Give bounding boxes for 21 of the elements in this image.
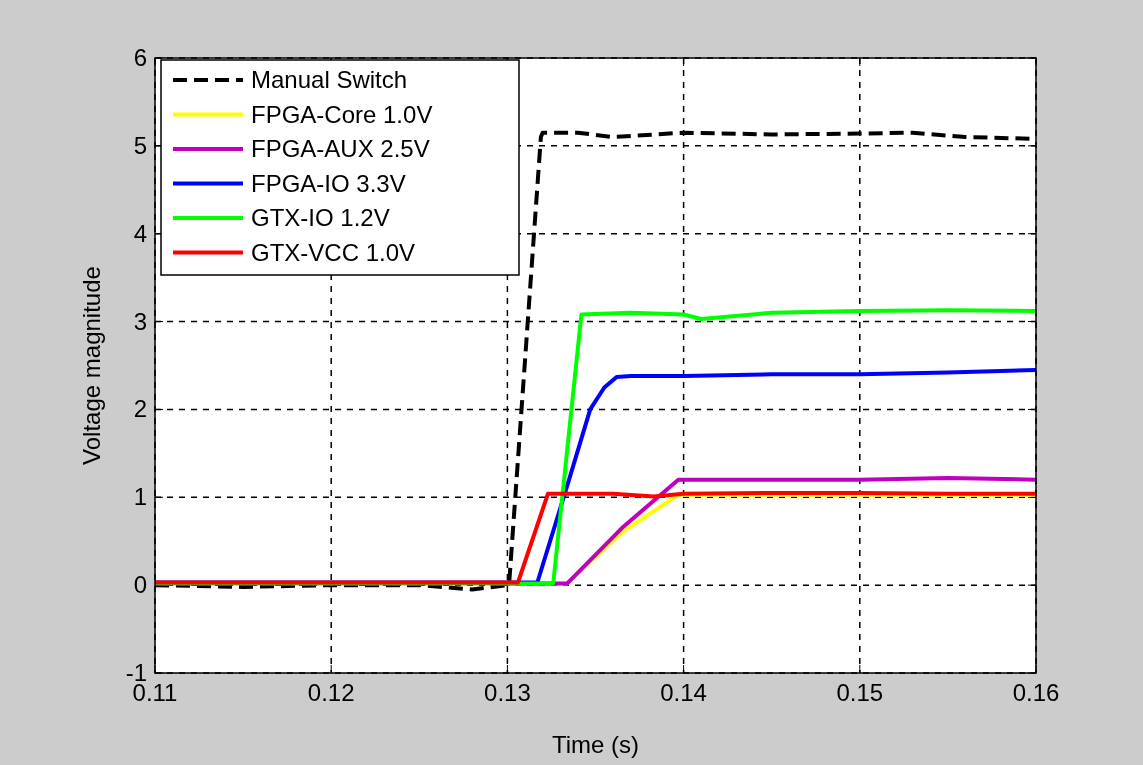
y-tick-label: 0 bbox=[133, 571, 147, 599]
y-tick-label: 3 bbox=[133, 307, 147, 335]
legend-label: FPGA-AUX 2.5V bbox=[251, 135, 430, 162]
y-tick-label: 2 bbox=[133, 395, 147, 423]
legend-label: FPGA-IO 3.3V bbox=[251, 169, 406, 197]
line-series bbox=[153, 490, 1038, 585]
x-axis-title: Time (s) bbox=[551, 731, 640, 758]
x-tick-label: 0.15 bbox=[836, 679, 884, 706]
y-tick-label: 6 bbox=[133, 44, 147, 71]
legend-label: GTX-VCC 1.0V bbox=[251, 238, 416, 266]
legend-label: Manual Switch bbox=[251, 66, 408, 93]
legend-label: FPGA-Core 1.0V bbox=[251, 100, 433, 128]
y-tick-label: 1 bbox=[133, 483, 147, 511]
y-tick-label: 4 bbox=[133, 219, 147, 247]
x-tick-label: 0.12 bbox=[307, 679, 355, 706]
y-tick-label: 5 bbox=[133, 131, 147, 159]
x-tick-label: 0.14 bbox=[660, 679, 707, 706]
x-tick-label: 0.13 bbox=[484, 679, 531, 706]
y-axis-title: Voltage magnitude bbox=[78, 266, 105, 465]
x-tick-label: 0.16 bbox=[1012, 679, 1060, 706]
legend-label: GTX-IO 1.2V bbox=[251, 204, 390, 231]
